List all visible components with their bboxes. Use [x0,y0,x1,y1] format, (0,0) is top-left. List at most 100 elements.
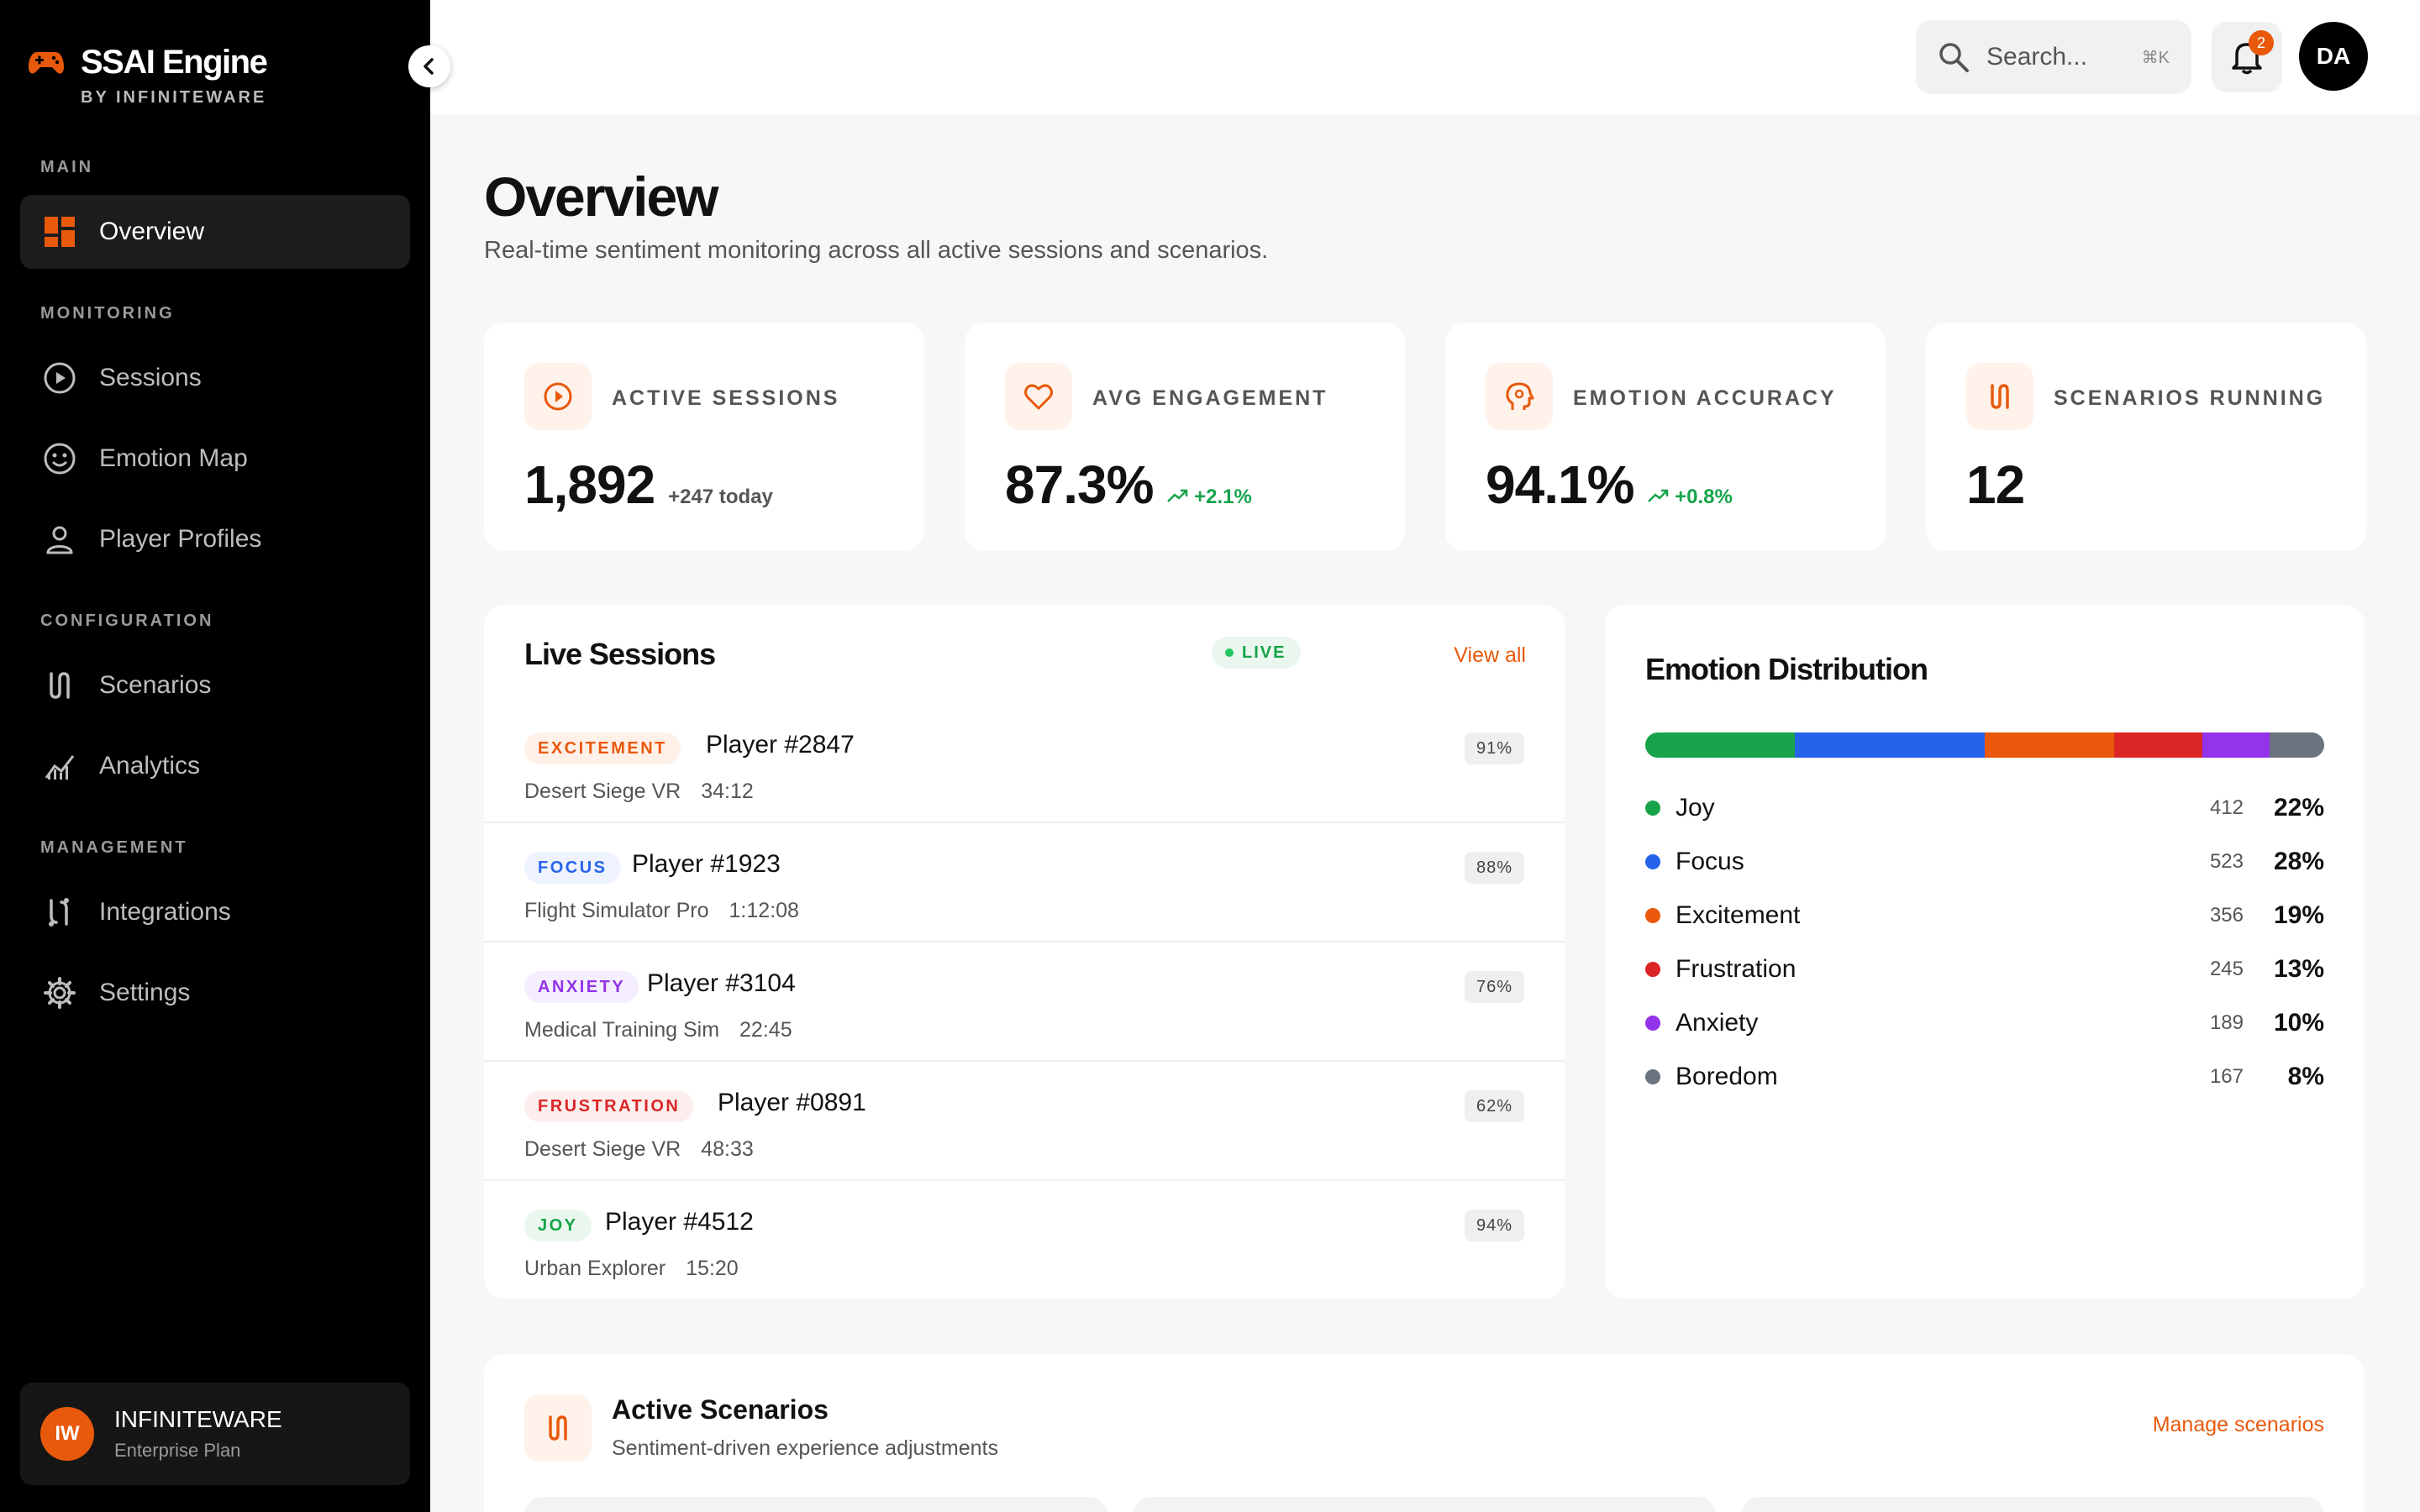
nav-section-monitoring: MONITORING [40,304,175,323]
distribution-row: Joy 412 22% [1645,791,2324,825]
sidebar-item-overview[interactable]: Overview [20,195,410,269]
view-all-link[interactable]: View all [1454,643,1526,667]
player-name: Player #4512 [605,1208,754,1236]
trend-up-icon [1648,489,1669,502]
live-sessions-title: Live Sessions [524,637,716,671]
table-row[interactable]: EXCITEMENT Player #2847 Desert Siege VR 34:… [484,704,1565,823]
game-name: Urban Explorer [524,1257,666,1280]
session-meta: Medical Training Sim 22:45 [524,1018,792,1042]
player-name: Player #0891 [718,1089,866,1116]
play-circle-icon [524,363,592,430]
table-row[interactable]: ANXIETY Player #3104 Medical Training Sim 2… [484,942,1565,1062]
session-duration: 48:33 [701,1137,754,1161]
sidebar-item-label: Overview [99,218,205,245]
emotion-name: Boredom [1676,1063,1778,1090]
heart-icon [1005,363,1072,430]
organization-card[interactable]: IW INFINITEWARE Enterprise Plan [20,1383,410,1485]
org-plan: Enterprise Plan [114,1440,241,1461]
legend-dot [1645,854,1660,869]
chevron-left-icon [424,58,434,75]
player-name: Player #1923 [632,850,781,878]
distribution-segment-frustration [2113,732,2202,758]
active-scenarios-title: Active Scenarios [612,1394,829,1425]
emotion-distribution-panel: Emotion Distribution Joy 412 22% Focus 523 28… [1605,605,2365,1299]
emotion-percent: 13% [2273,955,2324,983]
table-row[interactable]: FRUSTRATION Player #0891 Desert Siege VR 48… [484,1062,1565,1181]
distribution-segment-excitement [1984,732,2114,758]
confidence-chip: 76% [1464,971,1524,1003]
stat-note: +247 today [668,486,773,508]
active-scenarios-panel: Active Scenarios Sentiment-driven experi… [484,1354,2365,1512]
stat-card-emotion-accuracy: EMOTION ACCURACY 94.1% +0.8% [1445,323,1886,551]
sidebar-item-settings[interactable]: Settings [20,956,410,1030]
brand[interactable]: SSAI Engine BY INFINITEWARE [29,44,268,108]
collapse-sidebar-button[interactable] [408,45,450,87]
distribution-segment-focus [1794,732,1985,758]
legend-dot [1645,962,1660,977]
emotion-name: Joy [1676,794,1715,822]
sidebar-item-label: Scenarios [99,671,212,699]
nav-section-management: MANAGEMENT [40,838,188,857]
stat-value: 1,892 [524,454,655,515]
route-icon [42,668,77,703]
search-icon [1939,43,1969,72]
sidebar-item-emotion-map[interactable]: Emotion Map [20,422,410,496]
sidebar-item-integrations[interactable]: Integrations [20,875,410,949]
stat-delta: +2.1% [1166,486,1252,509]
org-name: INFINITEWARE [114,1406,282,1432]
sidebar-item-scenarios[interactable]: Scenarios [20,648,410,722]
table-row[interactable]: JOY Player #4512 Urban Explorer 15:20 94% [484,1181,1565,1300]
player-name: Player #3104 [647,969,796,997]
distribution-segment-boredom [2270,732,2324,758]
stat-label: ACTIVE SESSIONS [612,386,840,410]
legend-dot [1645,1069,1660,1084]
sidebar-item-player-profiles[interactable]: Player Profiles [20,502,410,576]
session-duration: 15:20 [686,1257,739,1280]
play-circle-icon [42,360,77,396]
emotion-count: 245 [2209,958,2244,980]
emotion-name: Frustration [1676,955,1797,983]
sidebar-item-analytics[interactable]: Analytics [20,729,410,803]
emotion-tag: ANXIETY [524,971,639,1003]
keyboard-shortcut: ⌘K [2141,48,2170,67]
distribution-row: Anxiety 189 10% [1645,1006,2324,1040]
sidebar: SSAI Engine BY INFINITEWARE MAIN Overvie… [0,0,430,1512]
emotion-percent: 28% [2273,848,2324,875]
distribution-row: Focus 523 28% [1645,845,2324,879]
sidebar-item-label: Sessions [99,364,202,391]
notifications-button[interactable]: 2 [2212,22,2282,92]
route-icon [1966,363,2033,430]
legend-dot [1645,1016,1660,1031]
emotion-percent: 19% [2273,901,2324,929]
scenario-card[interactable] [1741,1497,2324,1512]
scenario-card[interactable] [1133,1497,1716,1512]
nav-section-configuration: CONFIGURATION [40,612,214,630]
session-duration: 1:12:08 [729,899,799,922]
emotion-distribution-title: Emotion Distribution [1645,652,1928,686]
stat-card-avg-engagement: AVG ENGAGEMENT 87.3% +2.1% [965,323,1405,551]
session-meta: Urban Explorer 15:20 [524,1257,739,1281]
stat-label: SCENARIOS RUNNING [2054,386,2326,410]
emotion-tag: FOCUS [524,852,621,884]
scenario-card[interactable] [524,1497,1107,1512]
emotion-tag: JOY [524,1210,592,1242]
stat-label: AVG ENGAGEMENT [1092,386,1328,410]
page-title: Overview [484,165,719,228]
stat-delta-value: +0.8% [1675,486,1733,508]
manage-scenarios-link[interactable]: Manage scenarios [2152,1413,2324,1436]
legend-dot [1645,801,1660,816]
search-input[interactable]: Search... ⌘K [1916,20,2191,94]
game-name: Desert Siege VR [524,1137,681,1161]
sidebar-item-label: Emotion Map [99,444,248,472]
stat-value: 94.1% [1486,454,1634,515]
distribution-segment-anxiety [2202,732,2270,758]
emotion-tag: EXCITEMENT [524,732,681,764]
active-scenarios-subtitle: Sentiment-driven experience adjustments [612,1436,998,1460]
live-sessions-panel: Live Sessions LIVE View all EXCITEMENT Pl… [484,605,1565,1299]
user-avatar[interactable]: DA [2299,22,2368,91]
table-row[interactable]: FOCUS Player #1923 Flight Simulator Pro 1:1… [484,823,1565,942]
stat-delta-value: +2.1% [1194,486,1252,508]
sidebar-item-sessions[interactable]: Sessions [20,341,410,415]
brain-head-icon [1486,363,1553,430]
game-name: Medical Training Sim [524,1018,720,1042]
